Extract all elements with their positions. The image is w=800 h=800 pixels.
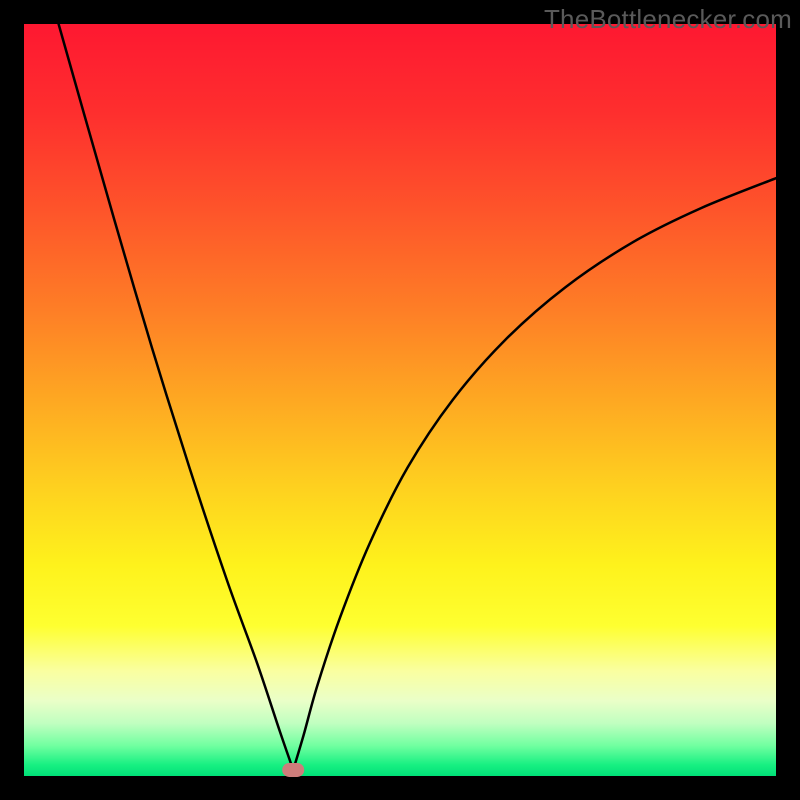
bottleneck-curve-chart [0,0,800,800]
chart-container: TheBottlenecker.com [0,0,800,800]
plot-background-gradient [24,24,776,776]
optimal-point-marker [282,763,304,777]
watermark-text: TheBottlenecker.com [544,4,792,35]
